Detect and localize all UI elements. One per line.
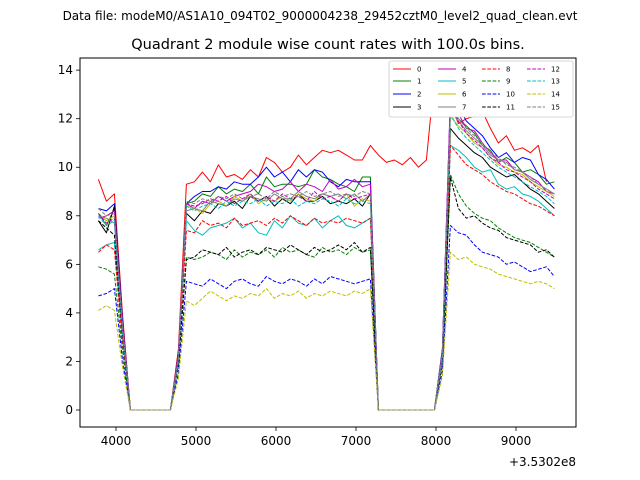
legend-label-11: 11: [506, 104, 515, 112]
x-offset-label: +3.5302e8: [509, 455, 576, 469]
chart-title: Quadrant 2 module wise count rates with …: [131, 37, 525, 53]
legend-label-4: 4: [462, 66, 467, 74]
legend-label-9: 9: [506, 78, 510, 86]
x-tick-label: 8000: [421, 434, 452, 448]
legend-label-15: 15: [551, 104, 560, 112]
series-line-14: [98, 251, 555, 411]
legend-label-3: 3: [417, 104, 421, 112]
plot-frame: [79, 57, 577, 428]
chart-suptitle: Data file: modeM0/AS1A10_094T02_90000042…: [63, 9, 578, 23]
legend-label-6: 6: [462, 91, 467, 99]
legend-label-12: 12: [551, 66, 560, 74]
series-line-15: [98, 106, 555, 411]
legend-frame: [388, 60, 574, 118]
series-line-0: [97, 76, 547, 411]
x-tick-label: 9000: [501, 434, 532, 448]
plot-series-group: [97, 76, 555, 411]
legend-label-13: 13: [551, 78, 560, 86]
y-tick-label: 4: [65, 306, 73, 320]
legend-label-5: 5: [462, 78, 466, 86]
series-line-11: [98, 176, 555, 411]
series-line-7: [98, 110, 555, 411]
legend-label-14: 14: [551, 91, 560, 99]
x-tick-label: 4000: [101, 434, 132, 448]
series-line-1: [97, 108, 555, 411]
x-tick-label: 6000: [261, 434, 292, 448]
y-tick-label: 2: [65, 354, 73, 368]
series-line-10: [98, 225, 555, 411]
series-line-9: [98, 174, 555, 411]
legend-label-8: 8: [506, 66, 510, 74]
x-tick-label: 7000: [341, 434, 372, 448]
legend-label-7: 7: [462, 104, 466, 112]
series-line-2: [98, 98, 555, 411]
series-line-6: [98, 115, 555, 411]
y-tick-label: 14: [58, 63, 73, 77]
y-tick-label: 10: [58, 160, 73, 174]
legend-label-2: 2: [417, 91, 421, 99]
y-tick-label: 0: [65, 403, 73, 417]
legend-label-10: 10: [506, 91, 515, 99]
series-line-4: [98, 96, 555, 411]
y-axis: 0 2 4 6 8 10 12 14: [58, 63, 80, 417]
y-tick-label: 12: [58, 112, 73, 126]
y-tick-label: 6: [65, 257, 73, 271]
series-line-13: [98, 113, 555, 411]
x-tick-label: 5000: [181, 434, 212, 448]
legend-label-1: 1: [417, 78, 421, 86]
x-axis: 4000 5000 6000 7000 8000 9000: [101, 427, 532, 448]
legend-label-0: 0: [417, 66, 421, 74]
y-tick-label: 8: [65, 209, 73, 223]
